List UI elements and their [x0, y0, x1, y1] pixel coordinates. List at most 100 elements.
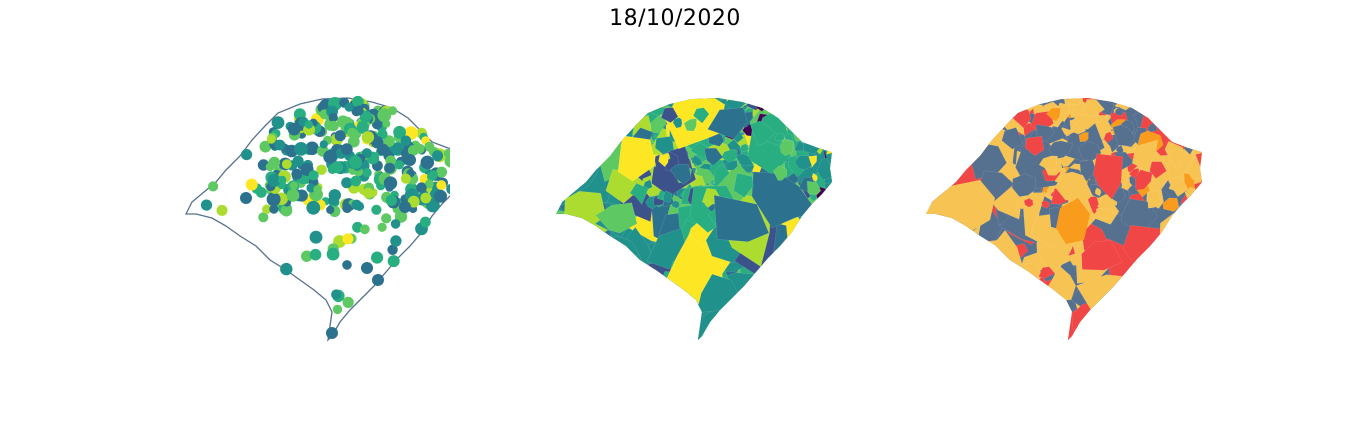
- municipality: [817, 98, 832, 117]
- station-point: [306, 183, 316, 193]
- municipality: [1200, 173, 1202, 188]
- station-point: [309, 230, 323, 244]
- municipality: [690, 142, 708, 160]
- municipality: [569, 313, 604, 340]
- category-layer: [926, 98, 1202, 340]
- municipality: [1147, 185, 1162, 209]
- municipality: [791, 98, 814, 103]
- municipality: [826, 135, 832, 151]
- municipality: [1157, 229, 1202, 284]
- station-point: [341, 177, 353, 189]
- municipality: [753, 291, 818, 340]
- municipality: [562, 99, 609, 132]
- municipality: [780, 244, 829, 293]
- municipality: [757, 98, 765, 100]
- municipality: [789, 100, 808, 115]
- municipality: [1047, 140, 1074, 159]
- municipality: [774, 132, 785, 141]
- municipality: [686, 332, 725, 340]
- municipality: [796, 255, 832, 289]
- municipality: [1191, 113, 1199, 121]
- municipality: [1041, 200, 1050, 209]
- municipality: [1002, 265, 1064, 332]
- municipality: [556, 98, 597, 148]
- municipality: [563, 125, 607, 165]
- municipality: [926, 329, 945, 340]
- station-point: [390, 235, 402, 247]
- municipality: [1118, 289, 1159, 336]
- station-point: [444, 155, 450, 168]
- municipality: [1191, 190, 1202, 208]
- municipality: [815, 98, 832, 111]
- municipality: [1130, 307, 1171, 340]
- municipality: [944, 223, 962, 246]
- station-point: [342, 296, 354, 308]
- station-point: [394, 160, 404, 170]
- municipality: [574, 300, 593, 321]
- municipality: [761, 283, 783, 307]
- municipality: [683, 118, 697, 132]
- municipality: [801, 232, 832, 270]
- municipality: [934, 272, 960, 301]
- municipality: [1175, 136, 1185, 144]
- municipality: [1132, 139, 1158, 170]
- station-point: [377, 129, 388, 140]
- station-point: [301, 250, 313, 262]
- municipality: [595, 202, 638, 234]
- municipality: [952, 230, 978, 249]
- municipality: [652, 98, 668, 107]
- municipality: [789, 294, 817, 329]
- municipality: [1168, 177, 1188, 193]
- municipality: [811, 172, 818, 182]
- municipality: [752, 98, 761, 106]
- station-point: [353, 105, 364, 116]
- municipality: [1038, 266, 1056, 279]
- municipality: [791, 102, 818, 127]
- municipality: [1155, 98, 1175, 113]
- municipality: [827, 188, 832, 203]
- station-point: [377, 222, 387, 232]
- station-point: [286, 189, 300, 202]
- station-point: [240, 192, 252, 204]
- municipality: [577, 236, 605, 271]
- municipality: [643, 179, 653, 190]
- municipality: [1115, 331, 1140, 340]
- station-point: [309, 248, 322, 261]
- municipality: [959, 238, 998, 284]
- municipality: [661, 107, 679, 123]
- municipality: [803, 98, 815, 110]
- station-point: [280, 262, 293, 276]
- station-point: [404, 154, 416, 166]
- municipality: [966, 294, 992, 317]
- municipality: [1173, 98, 1185, 110]
- municipality: [658, 154, 669, 167]
- station-point: [331, 289, 342, 300]
- municipality: [934, 126, 975, 163]
- municipality: [606, 321, 651, 340]
- municipality: [948, 238, 974, 270]
- municipality: [824, 181, 832, 196]
- station-point: [255, 187, 267, 198]
- municipality: [572, 227, 594, 258]
- state-border: [184, 97, 450, 342]
- municipality: [1115, 145, 1124, 155]
- municipality: [1157, 262, 1196, 307]
- station-point: [387, 255, 400, 268]
- municipality: [1011, 173, 1037, 197]
- municipality: [794, 155, 813, 171]
- station-point: [400, 135, 412, 147]
- municipality: [1161, 98, 1184, 103]
- station-point: [363, 187, 374, 199]
- municipality: [691, 155, 703, 167]
- station-point: [436, 180, 447, 191]
- municipality: [556, 225, 599, 293]
- municipality: [1121, 98, 1130, 99]
- municipality: [936, 253, 980, 295]
- municipality: [1165, 99, 1181, 116]
- municipality: [1187, 125, 1202, 147]
- municipality: [812, 102, 832, 121]
- municipality: [567, 264, 614, 320]
- municipality: [982, 313, 1036, 340]
- station-point: [377, 143, 389, 156]
- municipality: [601, 256, 639, 287]
